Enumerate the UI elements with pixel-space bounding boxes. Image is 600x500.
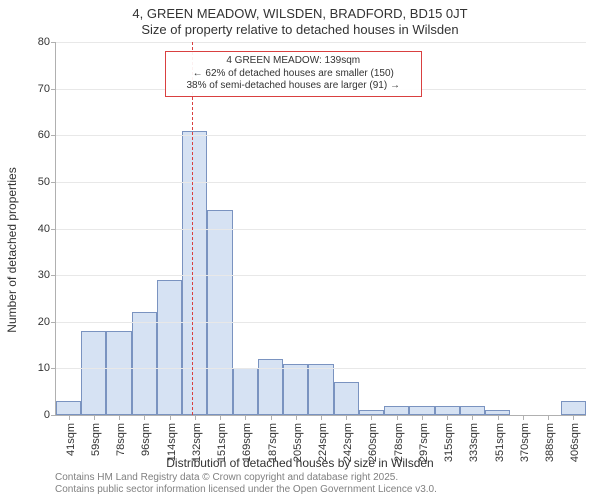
footer-line-2: Contains public sector information licen…: [55, 484, 437, 496]
histogram-bar: [409, 406, 434, 415]
title-line-1: 4, GREEN MEADOW, WILSDEN, BRADFORD, BD15…: [0, 6, 600, 22]
x-tick-mark: [296, 415, 297, 420]
x-tick-label: 59sqm: [90, 423, 102, 456]
title-line-2: Size of property relative to detached ho…: [0, 22, 600, 38]
y-tick-label: 70: [38, 83, 56, 95]
x-tick-mark: [371, 415, 372, 420]
x-axis-label: Distribution of detached houses by size …: [0, 456, 600, 470]
histogram-bar: [334, 382, 359, 415]
annotation-box: 4 GREEN MEADOW: 139sqm← 62% of detached …: [165, 51, 422, 97]
x-tick-label: 41sqm: [65, 423, 77, 456]
reference-line: [192, 42, 193, 415]
x-tick-mark: [346, 415, 347, 420]
histogram-bar: [460, 406, 485, 415]
x-tick-mark: [245, 415, 246, 420]
footer: Contains HM Land Registry data © Crown c…: [55, 472, 437, 496]
y-tick-label: 40: [38, 223, 56, 235]
y-tick-label: 0: [44, 409, 56, 421]
histogram-bar: [207, 210, 232, 415]
grid-line: [56, 182, 586, 183]
grid-line: [56, 135, 586, 136]
y-tick-label: 10: [38, 362, 56, 374]
annotation-line-3: 38% of semi-detached houses are larger (…: [172, 80, 415, 93]
x-tick-mark: [422, 415, 423, 420]
x-tick-mark: [94, 415, 95, 420]
y-tick-label: 50: [38, 176, 56, 188]
x-tick-mark: [271, 415, 272, 420]
histogram-bar: [56, 401, 81, 415]
y-tick-label: 80: [38, 36, 56, 48]
plot-area: 0102030405060708041sqm59sqm78sqm96sqm114…: [55, 42, 586, 416]
x-tick-mark: [447, 415, 448, 420]
histogram-bar: [182, 131, 207, 415]
footer-line-1: Contains HM Land Registry data © Crown c…: [55, 472, 437, 484]
x-tick-mark: [498, 415, 499, 420]
histogram-bar: [308, 364, 333, 415]
x-tick-mark: [472, 415, 473, 420]
histogram-bar: [106, 331, 131, 415]
x-tick-label: 78sqm: [115, 423, 127, 456]
x-tick-mark: [397, 415, 398, 420]
x-tick-mark: [220, 415, 221, 420]
grid-line: [56, 368, 586, 369]
histogram-bar: [233, 368, 258, 415]
histogram-bar: [132, 312, 157, 415]
x-tick-mark: [548, 415, 549, 420]
histogram-bar: [561, 401, 586, 415]
histogram-bar: [283, 364, 308, 415]
x-tick-label: 96sqm: [140, 423, 152, 456]
x-tick-mark: [170, 415, 171, 420]
y-tick-label: 60: [38, 129, 56, 141]
x-tick-mark: [119, 415, 120, 420]
y-tick-label: 20: [38, 316, 56, 328]
histogram-bar: [157, 280, 182, 415]
x-tick-mark: [573, 415, 574, 420]
grid-line: [56, 229, 586, 230]
y-tick-label: 30: [38, 269, 56, 281]
y-axis-label: Number of detached properties: [5, 167, 19, 332]
grid-line: [56, 275, 586, 276]
x-tick-mark: [321, 415, 322, 420]
histogram-bar: [81, 331, 106, 415]
grid-line: [56, 322, 586, 323]
histogram-bar: [435, 406, 460, 415]
histogram-bar: [384, 406, 409, 415]
annotation-line-1: 4 GREEN MEADOW: 139sqm: [172, 55, 415, 68]
x-tick-mark: [523, 415, 524, 420]
annotation-line-2: ← 62% of detached houses are smaller (15…: [172, 68, 415, 81]
x-tick-mark: [195, 415, 196, 420]
x-tick-mark: [69, 415, 70, 420]
grid-line: [56, 42, 586, 43]
x-tick-mark: [144, 415, 145, 420]
chart-title: 4, GREEN MEADOW, WILSDEN, BRADFORD, BD15…: [0, 6, 600, 39]
